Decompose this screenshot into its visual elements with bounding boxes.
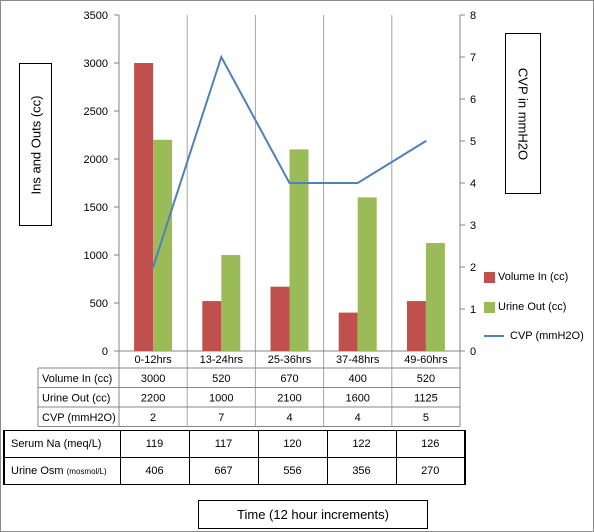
y-tick-label: 0 [102,346,108,358]
data-table-row-label: Volume In (cc) [42,373,112,385]
data-table-row-label: CVP (mmH2O) [42,412,116,424]
bar-urine-out-3 [357,197,377,351]
cell-urine-osm-1: 667 [188,457,259,485]
row-label-serum-na: Serum Na (meq/L) [3,430,121,458]
bar-volume-in-1 [202,301,222,351]
data-table-cell: 520 [417,373,435,385]
data-table-cell: 1600 [345,393,369,405]
y-tick-label: 500 [90,298,108,310]
y2-tick-label: 4 [470,178,476,190]
data-table-cell: 2100 [277,393,301,405]
y2-tick-label: 6 [470,94,476,106]
x-tick-label: 13-24hrs [200,354,244,366]
data-table-cell: 520 [212,373,230,385]
legend-label-urine-out: Urine Out (cc) [498,301,567,313]
cell-urine-osm-2: 556 [257,457,328,485]
y2-tick-label: 8 [470,10,476,22]
cell-serum-na-3: 122 [326,430,397,458]
row-label-urine-osm: Urine Osm (mosmol/L) [3,457,121,485]
data-table-cell: 1000 [209,393,233,405]
bar-volume-in-3 [338,312,358,351]
cell-serum-na-0: 119 [119,430,190,458]
legend-swatch-volume-in [484,272,495,283]
legend-line-cvp [484,335,504,337]
y2-tick-label: 1 [470,304,476,316]
y-tick-label: 2500 [84,106,108,118]
table-row-urine-osm: Urine Osm (mosmol/L) 406 667 556 356 270 [3,457,466,485]
x-axis-title: Time (12 hour increments) [237,507,389,522]
bar-volume-in-2 [270,286,290,351]
cell-serum-na-4: 126 [395,430,466,458]
y2-tick-label: 7 [470,52,476,64]
data-table-cell: 2200 [141,393,165,405]
cvp-point-1 [220,56,223,58]
y-tick-label: 3500 [84,10,108,22]
cell-urine-osm-4: 270 [395,457,466,485]
legend-label-volume-in: Volume In (cc) [498,271,569,283]
y-tick-label: 2000 [84,154,108,166]
data-table-cell: 4 [355,412,361,424]
lab-values-table: Serum Na (meq/L) 119 117 120 122 126 Uri… [3,430,466,485]
y2-tick-label: 5 [470,136,476,148]
x-tick-label: 49-60hrs [404,354,448,366]
x-axis-title-box: Time (12 hour increments) [198,500,428,529]
cell-urine-osm-3: 356 [326,457,397,485]
y2-axis-title: CVP in mmH2O [515,67,531,160]
table-row-serum-na: Serum Na (meq/L) 119 117 120 122 126 [3,430,466,458]
cvp-point-0 [152,266,154,268]
data-table-cell: 3000 [141,373,165,385]
cell-serum-na-1: 117 [188,430,259,458]
cell-urine-osm-0: 406 [119,457,190,485]
y2-tick-label: 3 [470,220,476,232]
x-tick-label: 0-12hrs [134,354,172,366]
data-table-row-label: Urine Out (cc) [42,393,110,405]
bar-urine-out-4 [425,243,445,351]
y2-tick-label: 0 [470,346,476,358]
y2-axis-title-box: CVP in mmH2O [505,33,541,194]
data-table-cell: 400 [349,373,367,385]
x-tick-label: 37-48hrs [336,354,380,366]
data-table-cell: 670 [280,373,298,385]
data-table-cell: 1125 [414,393,438,405]
x-tick-label: 25-36hrs [268,354,312,366]
legend-swatch-urine-out [484,302,495,313]
data-table-cell: 2 [150,412,156,424]
cvp-point-3 [356,182,359,184]
y-axis-title-box: Ins and Outs (cc) [19,63,52,226]
y-tick-label: 1000 [84,250,108,262]
y-tick-label: 1500 [84,202,108,214]
data-table-cell: 5 [423,412,429,424]
bar-urine-out-2 [289,149,309,351]
data-table-cell: 7 [218,412,224,424]
legend-label-cvp: CVP (mmH2O) [510,330,584,342]
cvp-point-2 [288,182,291,184]
bar-urine-out-1 [221,255,241,351]
y-tick-label: 3000 [84,58,108,70]
bar-volume-in-4 [406,301,426,351]
y2-tick-label: 2 [470,262,476,274]
bar-urine-out-0 [153,139,173,351]
bar-volume-in-0 [134,63,154,351]
combo-chart: 0 500 1000 1500 2000 2500 3000 3500 0 1 2 3 4 5 6 7 8 0-1… [37,10,476,427]
data-table-cell: 4 [286,412,292,424]
cvp-point-4 [425,140,427,142]
y-axis-title: Ins and Outs (cc) [28,95,43,194]
cell-serum-na-2: 120 [257,430,328,458]
